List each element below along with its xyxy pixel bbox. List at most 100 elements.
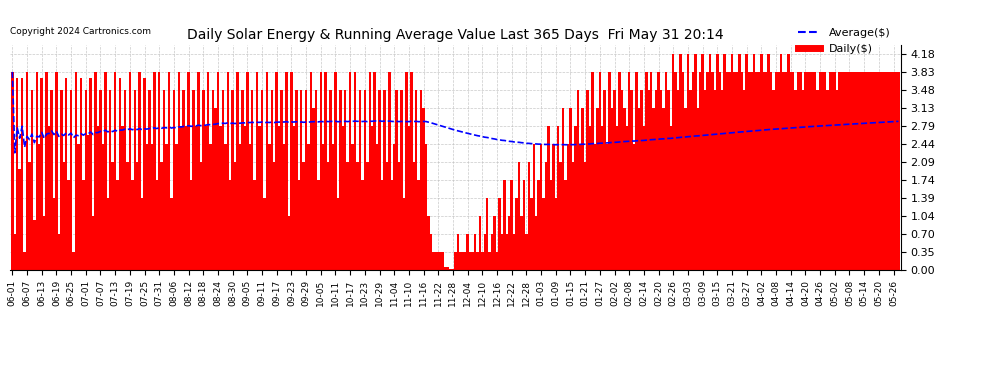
Bar bbox=[755, 72, 757, 270]
Bar bbox=[694, 54, 697, 270]
Bar bbox=[131, 180, 134, 270]
Bar bbox=[638, 108, 641, 270]
Bar bbox=[229, 180, 232, 270]
Bar bbox=[506, 234, 508, 270]
Bar bbox=[239, 144, 242, 270]
Bar bbox=[356, 162, 358, 270]
Bar bbox=[486, 198, 488, 270]
Bar bbox=[508, 216, 511, 270]
Bar bbox=[227, 72, 229, 270]
Bar bbox=[726, 72, 729, 270]
Bar bbox=[386, 162, 388, 270]
Bar bbox=[538, 180, 540, 270]
Bar bbox=[99, 90, 102, 270]
Bar bbox=[195, 126, 197, 270]
Bar bbox=[317, 180, 320, 270]
Bar bbox=[887, 72, 890, 270]
Bar bbox=[557, 126, 559, 270]
Bar bbox=[819, 72, 822, 270]
Bar bbox=[182, 90, 185, 270]
Bar bbox=[322, 144, 325, 270]
Bar bbox=[704, 90, 706, 270]
Bar bbox=[679, 54, 682, 270]
Bar bbox=[117, 180, 119, 270]
Bar bbox=[288, 216, 290, 270]
Bar bbox=[496, 252, 498, 270]
Bar bbox=[84, 90, 87, 270]
Bar bbox=[674, 72, 677, 270]
Bar bbox=[827, 90, 829, 270]
Bar bbox=[337, 198, 340, 270]
Bar bbox=[248, 144, 251, 270]
Bar bbox=[232, 90, 234, 270]
Bar bbox=[659, 90, 662, 270]
Bar bbox=[897, 72, 900, 270]
Bar bbox=[435, 252, 437, 270]
Bar bbox=[643, 126, 645, 270]
Bar bbox=[711, 72, 714, 270]
Bar bbox=[167, 72, 170, 270]
Bar bbox=[388, 72, 390, 270]
Bar bbox=[692, 72, 694, 270]
Bar bbox=[155, 180, 158, 270]
Bar bbox=[280, 90, 283, 270]
Bar bbox=[342, 126, 345, 270]
Bar bbox=[843, 72, 845, 270]
Bar bbox=[775, 72, 777, 270]
Bar bbox=[26, 72, 29, 270]
Bar bbox=[146, 144, 148, 270]
Bar bbox=[802, 90, 804, 270]
Bar bbox=[613, 90, 616, 270]
Bar bbox=[606, 144, 609, 270]
Bar bbox=[325, 72, 327, 270]
Bar bbox=[511, 180, 513, 270]
Bar bbox=[258, 126, 260, 270]
Bar bbox=[543, 198, 545, 270]
Bar bbox=[579, 144, 581, 270]
Bar bbox=[358, 90, 361, 270]
Bar bbox=[345, 90, 346, 270]
Bar bbox=[684, 108, 687, 270]
Bar bbox=[31, 90, 33, 270]
Bar bbox=[451, 269, 454, 270]
Bar bbox=[469, 252, 471, 270]
Bar bbox=[745, 54, 747, 270]
Bar bbox=[839, 72, 841, 270]
Bar bbox=[892, 72, 895, 270]
Bar bbox=[645, 72, 647, 270]
Bar bbox=[222, 90, 224, 270]
Bar bbox=[501, 234, 503, 270]
Text: Copyright 2024 Cartronics.com: Copyright 2024 Cartronics.com bbox=[10, 27, 150, 36]
Bar bbox=[865, 72, 868, 270]
Bar bbox=[102, 144, 104, 270]
Bar bbox=[408, 126, 410, 270]
Bar bbox=[205, 126, 207, 270]
Bar bbox=[273, 162, 275, 270]
Bar bbox=[609, 72, 611, 270]
Legend: Average($), Daily($): Average($), Daily($) bbox=[794, 24, 895, 58]
Bar bbox=[562, 108, 564, 270]
Bar bbox=[390, 180, 393, 270]
Bar bbox=[456, 234, 459, 270]
Bar bbox=[750, 72, 752, 270]
Bar bbox=[136, 162, 139, 270]
Bar bbox=[829, 72, 832, 270]
Bar bbox=[513, 234, 516, 270]
Bar bbox=[371, 126, 373, 270]
Bar bbox=[787, 54, 790, 270]
Bar bbox=[16, 78, 19, 270]
Bar bbox=[165, 144, 167, 270]
Bar bbox=[669, 126, 672, 270]
Bar bbox=[797, 72, 799, 270]
Bar bbox=[87, 135, 89, 270]
Bar bbox=[293, 126, 295, 270]
Bar bbox=[701, 54, 704, 270]
Bar bbox=[790, 72, 792, 270]
Bar bbox=[112, 162, 114, 270]
Bar bbox=[652, 108, 655, 270]
Bar bbox=[576, 90, 579, 270]
Bar bbox=[79, 78, 82, 270]
Bar bbox=[21, 78, 24, 270]
Bar bbox=[177, 72, 180, 270]
Bar bbox=[474, 234, 476, 270]
